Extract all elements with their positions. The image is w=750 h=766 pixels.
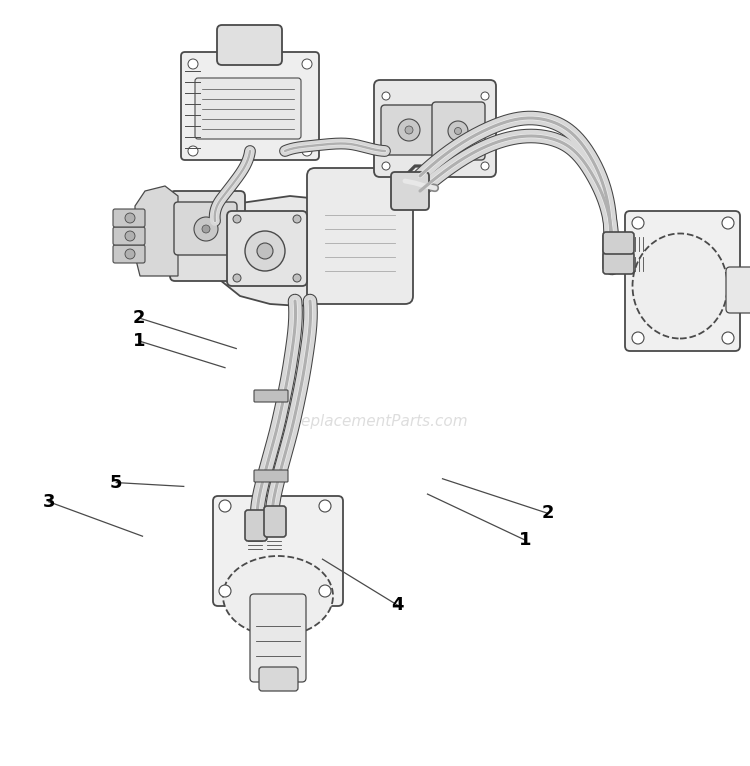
Polygon shape [135,186,178,276]
Circle shape [481,162,489,170]
Text: 1: 1 [133,332,145,350]
Text: 2: 2 [542,504,554,522]
Circle shape [302,146,312,156]
FancyBboxPatch shape [181,52,319,160]
Circle shape [188,146,198,156]
Text: 4: 4 [392,596,404,614]
Circle shape [257,243,273,259]
Circle shape [382,92,390,100]
FancyBboxPatch shape [217,25,282,65]
Circle shape [245,231,285,271]
Circle shape [632,217,644,229]
FancyBboxPatch shape [195,78,301,139]
Circle shape [194,217,218,241]
FancyBboxPatch shape [213,496,343,606]
FancyBboxPatch shape [113,209,145,227]
FancyBboxPatch shape [245,510,267,541]
FancyBboxPatch shape [381,105,437,155]
Circle shape [722,332,734,344]
Circle shape [302,59,312,69]
Circle shape [125,213,135,223]
FancyBboxPatch shape [603,235,617,269]
FancyBboxPatch shape [603,252,634,274]
Text: 1: 1 [519,531,531,549]
Text: eReplacementParts.com: eReplacementParts.com [282,414,468,428]
Circle shape [319,500,331,512]
FancyBboxPatch shape [254,470,288,482]
Circle shape [219,585,231,597]
Circle shape [722,217,734,229]
Circle shape [293,215,301,223]
Circle shape [202,225,210,233]
FancyBboxPatch shape [254,390,288,402]
Circle shape [319,585,331,597]
FancyBboxPatch shape [603,232,634,254]
FancyBboxPatch shape [625,211,740,351]
Ellipse shape [223,556,333,636]
FancyBboxPatch shape [259,667,298,691]
FancyBboxPatch shape [264,506,286,537]
Polygon shape [205,196,370,306]
Circle shape [293,274,301,282]
Circle shape [398,119,420,141]
Ellipse shape [632,234,728,339]
FancyBboxPatch shape [432,102,485,160]
Text: 3: 3 [43,493,55,511]
Circle shape [448,121,468,141]
Circle shape [454,127,461,135]
FancyBboxPatch shape [113,227,145,245]
Circle shape [125,231,135,241]
Circle shape [233,274,241,282]
Circle shape [219,500,231,512]
FancyBboxPatch shape [170,191,245,281]
FancyBboxPatch shape [250,594,306,682]
FancyBboxPatch shape [726,267,750,313]
FancyBboxPatch shape [227,211,307,286]
FancyBboxPatch shape [174,202,237,255]
FancyBboxPatch shape [307,168,413,304]
Text: 5: 5 [110,473,122,492]
FancyBboxPatch shape [374,80,496,177]
Circle shape [405,126,413,134]
FancyBboxPatch shape [113,245,145,263]
Circle shape [188,59,198,69]
Circle shape [233,215,241,223]
Circle shape [125,249,135,259]
Circle shape [382,162,390,170]
Circle shape [481,92,489,100]
FancyBboxPatch shape [391,172,429,210]
Circle shape [632,332,644,344]
Text: 2: 2 [133,309,145,327]
